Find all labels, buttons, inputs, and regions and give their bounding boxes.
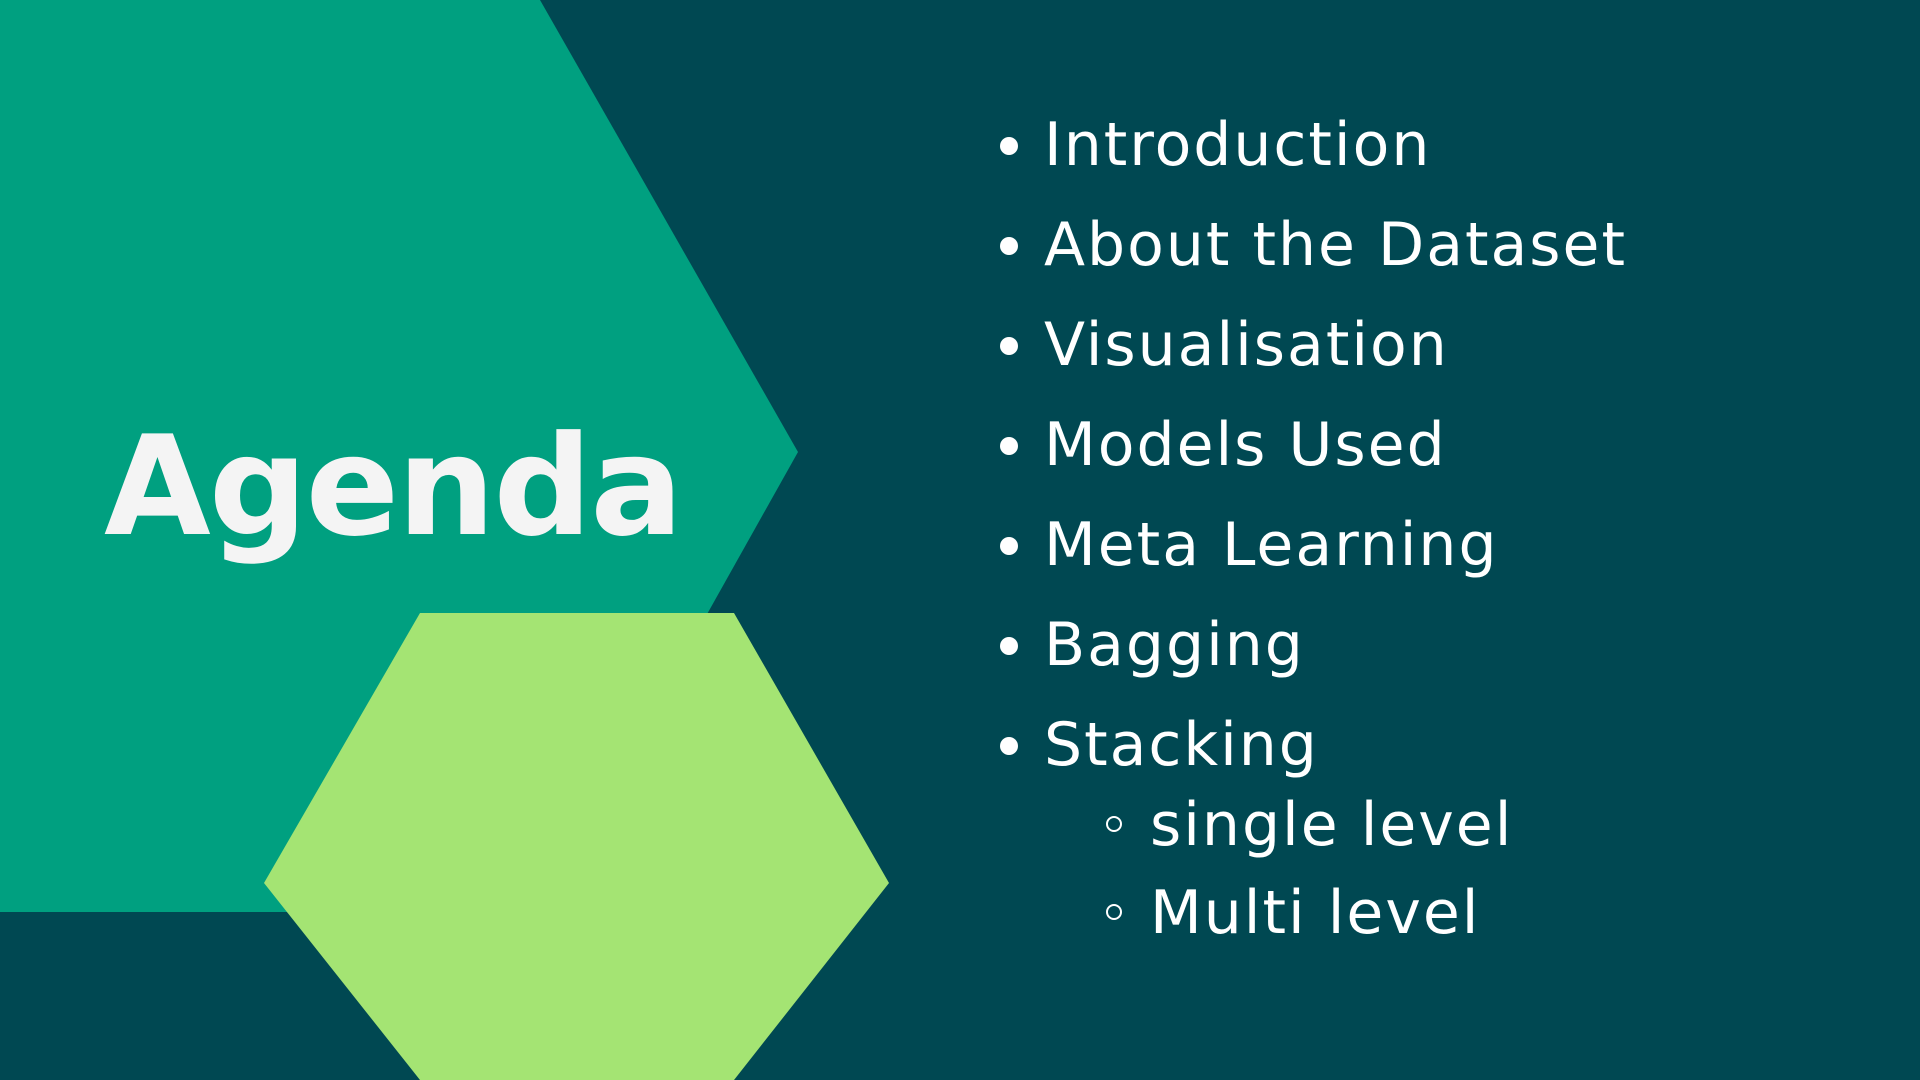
bullet-icon [1000, 637, 1018, 655]
hollow-bullet-icon [1106, 904, 1122, 920]
agenda-item-label: Meta Learning [1044, 510, 1499, 580]
bullet-icon [1000, 137, 1018, 155]
agenda-item-label: Models Used [1044, 410, 1447, 480]
small-green-hexagon [264, 613, 889, 1080]
slide-title: Agenda [104, 406, 683, 567]
agenda-item-label: Introduction [1044, 110, 1432, 180]
agenda-item-label: About the Dataset [1044, 210, 1627, 280]
agenda-item-label: Stacking [1044, 710, 1319, 780]
sub-item-label: single level [1150, 790, 1514, 860]
hollow-bullet-icon [1106, 816, 1122, 832]
agenda-item-label: Bagging [1044, 610, 1305, 680]
bullet-icon [1000, 237, 1018, 255]
sub-item-label: Multi level [1150, 878, 1481, 948]
bullet-icon [1000, 437, 1018, 455]
bullet-icon [1000, 337, 1018, 355]
bullet-icon [1000, 737, 1018, 755]
bullet-icon [1000, 537, 1018, 555]
agenda-item-label: Visualisation [1044, 310, 1449, 380]
